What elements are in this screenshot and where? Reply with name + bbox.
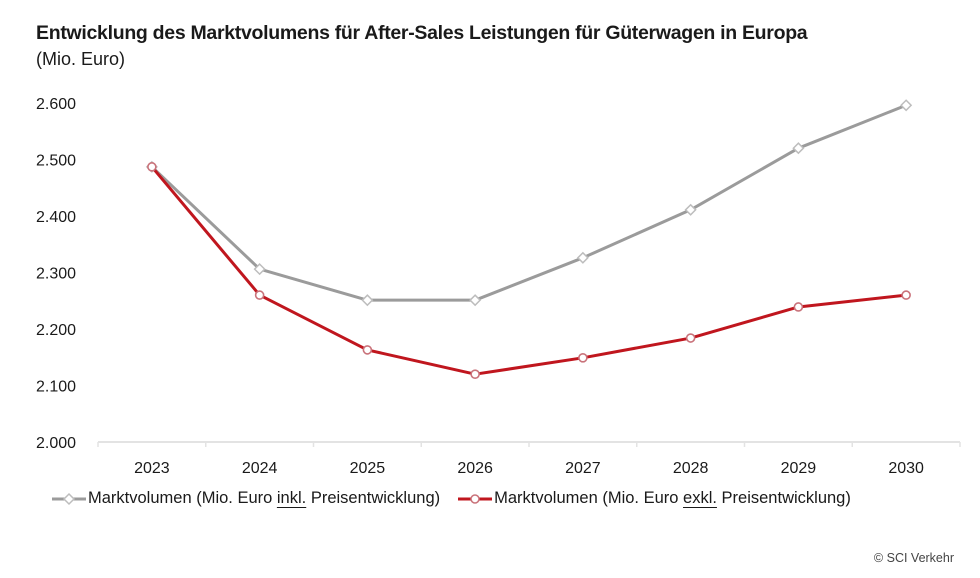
legend-item-exkl[interactable]: Marktvolumen (Mio. Euro exkl. Preisentwi… — [458, 489, 851, 508]
legend-label-exkl: Marktvolumen (Mio. Euro exkl. Preisentwi… — [494, 489, 851, 507]
y-tick-label: 2.400 — [36, 209, 76, 226]
x-tick-label: 2028 — [673, 460, 709, 477]
data-point-circle[interactable] — [362, 345, 373, 355]
x-tick-label: 2024 — [242, 460, 278, 477]
y-tick-label: 2.200 — [36, 322, 76, 339]
data-point-diamond[interactable] — [469, 294, 482, 307]
y-tick-label: 2.600 — [36, 96, 76, 113]
data-point-diamond[interactable] — [253, 263, 266, 276]
data-point-circle[interactable] — [578, 353, 588, 363]
data-point-diamond[interactable] — [900, 99, 913, 112]
series-exkl — [147, 162, 911, 380]
x-tick-label: 2025 — [350, 460, 386, 477]
y-tick-label: 2.500 — [36, 153, 76, 170]
data-point-diamond[interactable] — [792, 142, 805, 155]
x-tick-label: 2029 — [781, 460, 817, 477]
data-point-circle[interactable] — [685, 333, 696, 343]
series-line — [150, 103, 907, 302]
x-tick-label: 2030 — [888, 460, 924, 477]
data-point-circle[interactable] — [793, 302, 804, 312]
legend-circle-marker-icon — [470, 493, 480, 504]
legend: Marktvolumen (Mio. Euro inkl. Preisentwi… — [52, 489, 869, 508]
x-axis: 2023 2024 2025 2026 2027 2028 2029 2030 — [97, 441, 961, 477]
data-point-circle[interactable] — [470, 369, 480, 380]
y-tick-label: 2.300 — [36, 266, 76, 283]
legend-underlined-exkl: exkl. — [683, 489, 717, 507]
y-axis: 2.000 2.100 2.200 2.300 2.400 2.500 2.600 — [36, 96, 76, 452]
legend-label-inkl: Marktvolumen (Mio. Euro inkl. Preisentwi… — [88, 489, 441, 507]
copyright-notice: © SCI Verkehr — [873, 551, 954, 565]
data-point-diamond[interactable] — [684, 203, 697, 216]
y-tick-label: 2.000 — [36, 435, 76, 452]
x-tick-label: 2023 — [134, 460, 170, 477]
legend-item-inkl[interactable]: Marktvolumen (Mio. Euro inkl. Preisentwi… — [52, 489, 440, 508]
legend-swatch-inkl — [52, 492, 86, 505]
legend-underlined-inkl: inkl. — [276, 489, 307, 507]
data-point-circle[interactable] — [254, 290, 265, 300]
x-tick-label: 2026 — [457, 460, 493, 477]
chart-subtitle: (Mio. Euro) — [36, 49, 126, 69]
y-tick-label: 2.100 — [36, 379, 76, 396]
data-point-circle[interactable] — [147, 162, 157, 172]
data-point-circle[interactable] — [901, 290, 911, 300]
series-inkl — [145, 99, 913, 307]
data-point-diamond[interactable] — [361, 294, 374, 307]
chart-title: Entwicklung des Marktvolumens für After-… — [36, 22, 808, 44]
x-tick-label: 2027 — [565, 460, 601, 477]
series-line — [150, 165, 907, 376]
legend-swatch-exkl — [458, 493, 493, 504]
series-layer — [145, 99, 913, 380]
data-point-diamond[interactable] — [576, 251, 589, 264]
legend-diamond-marker-icon — [62, 492, 76, 505]
